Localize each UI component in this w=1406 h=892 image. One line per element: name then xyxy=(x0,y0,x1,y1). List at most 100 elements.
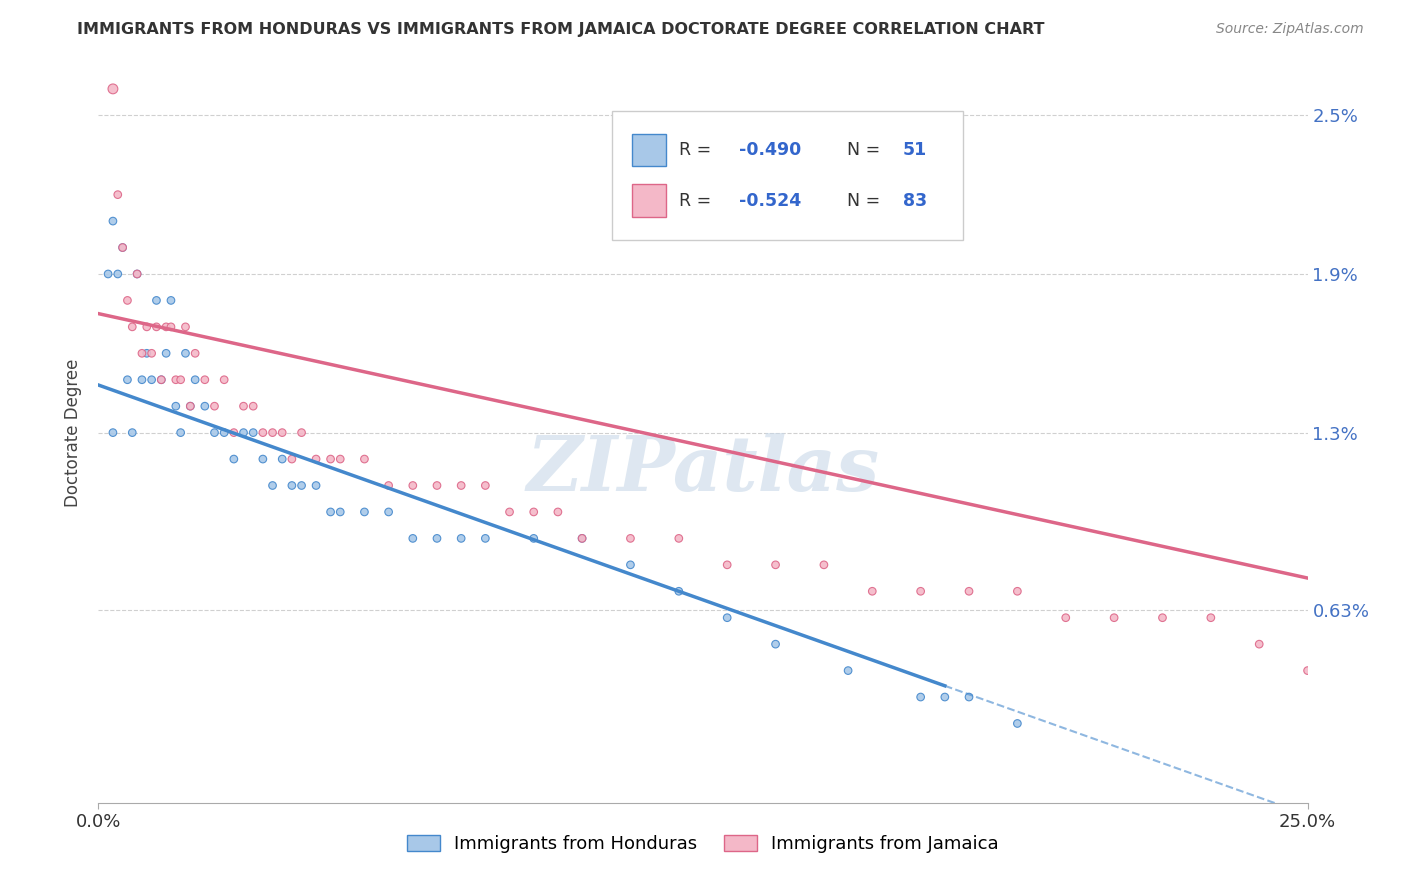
Point xyxy=(204,425,226,440)
Point xyxy=(668,584,690,599)
Point xyxy=(957,584,980,599)
Point xyxy=(271,452,294,467)
Point xyxy=(305,452,328,467)
Text: Source: ZipAtlas.com: Source: ZipAtlas.com xyxy=(1216,22,1364,37)
Point xyxy=(281,478,304,492)
Point xyxy=(242,425,264,440)
Point xyxy=(127,267,149,281)
Point xyxy=(111,240,134,255)
Point xyxy=(910,690,932,704)
Point xyxy=(377,478,399,492)
Point xyxy=(262,425,284,440)
Point xyxy=(668,532,690,546)
Point xyxy=(1249,637,1271,651)
Point xyxy=(426,532,449,546)
Point xyxy=(716,610,738,624)
Point xyxy=(232,425,254,440)
Point xyxy=(1102,610,1125,624)
Point xyxy=(547,505,569,519)
Y-axis label: Doctorate Degree: Doctorate Degree xyxy=(65,359,83,507)
Text: ZIPatlas: ZIPatlas xyxy=(526,433,880,507)
Point xyxy=(329,505,352,519)
Text: N =: N = xyxy=(837,141,886,159)
Point xyxy=(184,373,207,387)
Point xyxy=(179,399,201,413)
Point xyxy=(353,452,375,467)
Point xyxy=(169,373,191,387)
Point xyxy=(765,637,787,651)
Point xyxy=(571,532,593,546)
Point xyxy=(101,214,124,228)
Point xyxy=(165,373,187,387)
Point xyxy=(141,373,163,387)
Point xyxy=(252,425,274,440)
Point xyxy=(765,558,787,572)
Point xyxy=(121,319,143,334)
Text: 83: 83 xyxy=(903,192,927,210)
Point xyxy=(150,373,173,387)
Point xyxy=(271,425,294,440)
Point xyxy=(1054,610,1077,624)
Point xyxy=(194,399,217,413)
Point xyxy=(127,267,149,281)
Point xyxy=(1296,664,1319,678)
Point xyxy=(174,346,197,360)
Text: N =: N = xyxy=(837,192,886,210)
Point xyxy=(121,425,143,440)
Point xyxy=(290,425,312,440)
Point xyxy=(450,478,472,492)
Point xyxy=(252,452,274,467)
Point xyxy=(716,558,738,572)
Point xyxy=(571,532,593,546)
Point xyxy=(242,399,264,413)
Text: -0.490: -0.490 xyxy=(740,141,801,159)
Point xyxy=(194,373,217,387)
Text: R =: R = xyxy=(679,141,717,159)
Point xyxy=(141,346,163,360)
Point xyxy=(837,664,859,678)
Point xyxy=(101,82,124,96)
Point xyxy=(155,346,177,360)
Point xyxy=(222,425,245,440)
Point xyxy=(523,505,546,519)
Point xyxy=(619,558,641,572)
Text: 51: 51 xyxy=(903,141,927,159)
Point xyxy=(150,373,173,387)
Point xyxy=(523,532,546,546)
FancyBboxPatch shape xyxy=(631,134,665,167)
Point xyxy=(135,346,157,360)
Point xyxy=(305,478,328,492)
Point xyxy=(1199,610,1222,624)
Point xyxy=(232,399,254,413)
Point xyxy=(813,558,835,572)
Point xyxy=(212,373,235,387)
Point xyxy=(155,319,177,334)
Point xyxy=(329,452,352,467)
Point xyxy=(860,584,883,599)
Point xyxy=(222,452,245,467)
Point xyxy=(160,293,183,308)
Point xyxy=(184,346,207,360)
Point xyxy=(165,399,187,413)
Point xyxy=(474,478,496,492)
Point xyxy=(179,399,201,413)
Point xyxy=(117,373,139,387)
FancyBboxPatch shape xyxy=(613,111,963,240)
Point xyxy=(97,267,120,281)
Point xyxy=(131,346,153,360)
Point xyxy=(353,505,375,519)
Point xyxy=(145,293,167,308)
Point xyxy=(1007,584,1029,599)
Point xyxy=(319,452,342,467)
Point xyxy=(107,267,129,281)
Point xyxy=(474,532,496,546)
Point xyxy=(290,478,312,492)
Point xyxy=(262,478,284,492)
Point xyxy=(426,478,449,492)
Point xyxy=(402,532,425,546)
Point xyxy=(910,584,932,599)
Point xyxy=(107,187,129,202)
Text: R =: R = xyxy=(679,192,717,210)
Text: IMMIGRANTS FROM HONDURAS VS IMMIGRANTS FROM JAMAICA DOCTORATE DEGREE CORRELATION: IMMIGRANTS FROM HONDURAS VS IMMIGRANTS F… xyxy=(77,22,1045,37)
Point xyxy=(957,690,980,704)
